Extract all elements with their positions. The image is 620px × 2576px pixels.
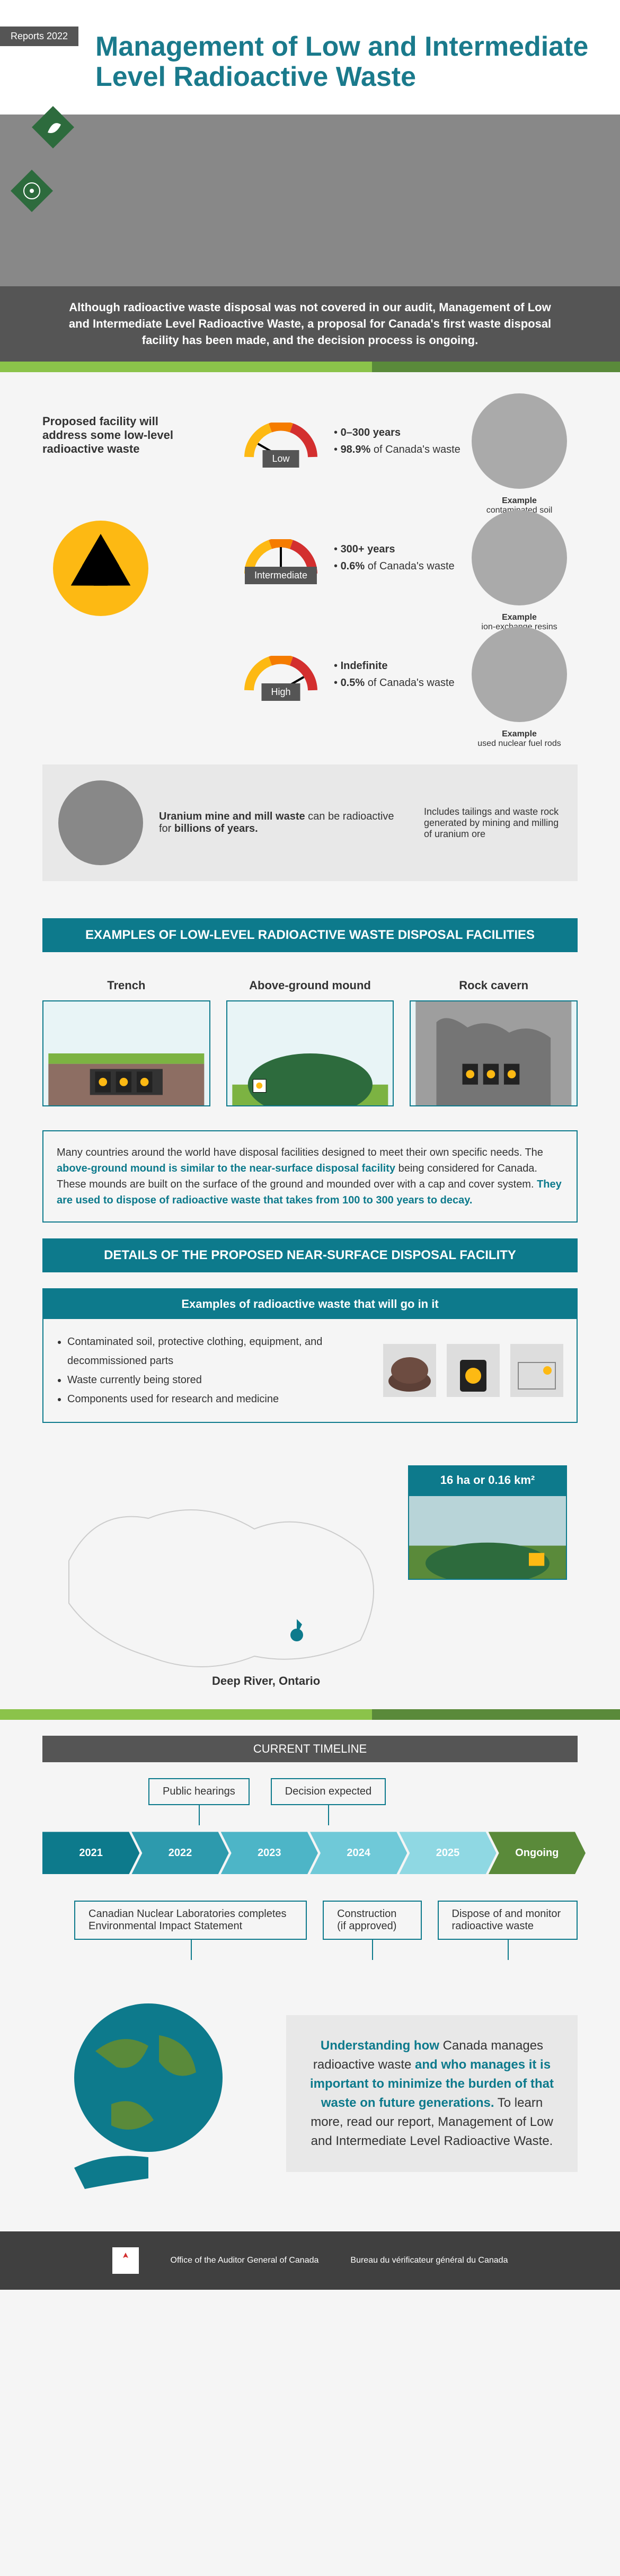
canada-logo — [112, 2247, 139, 2274]
footer: Office of the Auditor General of Canada … — [0, 2231, 620, 2290]
barrel-icon — [447, 1344, 500, 1397]
timeline-segment: 2022 — [131, 1832, 228, 1874]
facility-label: Trench — [42, 979, 210, 992]
timeline-segment: 2025 — [399, 1832, 496, 1874]
waste-item: Components used for research and medicin… — [67, 1390, 362, 1409]
level-label: Intermediate — [245, 567, 317, 584]
facility-description: Many countries around the world have dis… — [42, 1130, 578, 1223]
facility-illustration — [42, 1000, 210, 1106]
location-label: Deep River, Ontario — [212, 1674, 320, 1688]
facility: Above-ground mound — [226, 979, 394, 1109]
header: Reports 2022 Management of Low and Inter… — [0, 0, 620, 286]
example-image: Exampleion-exchange resins — [472, 510, 567, 605]
level-stats: • Indefinite • 0.5% of Canada's waste — [334, 657, 461, 691]
gauge: Low — [244, 423, 318, 460]
timeline-label: Canadian Nuclear Laboratories completes … — [74, 1901, 307, 1940]
proposed-text: Proposed facility will address some low-… — [42, 415, 180, 456]
level-stats: • 0–300 years • 98.9% of Canada's waste — [334, 424, 461, 458]
gauge: Intermediate — [244, 539, 318, 576]
earth-icon — [42, 1988, 254, 2200]
level-row: Intermediate • 300+ years • 0.6% of Cana… — [244, 510, 578, 605]
facility-label: Above-ground mound — [226, 979, 394, 992]
level-row: Low • 0–300 years • 98.9% of Canada's wa… — [244, 393, 578, 489]
divider-bar — [0, 1709, 620, 1720]
uranium-image — [58, 780, 143, 865]
container-icon — [510, 1344, 563, 1397]
conclusion: Understanding how Canada manages radioac… — [0, 1956, 620, 2231]
waste-box: Examples of radioactive waste that will … — [42, 1288, 578, 1423]
waste-list: Contaminated soil, protective clothing, … — [57, 1332, 362, 1409]
level-row: High • Indefinite • 0.5% of Canada's was… — [244, 627, 578, 722]
timeline-segment: 2023 — [221, 1832, 318, 1874]
gauge: High — [244, 656, 318, 693]
report-label: Reports 2022 — [0, 27, 78, 46]
timeline-label: Construction (if approved) — [323, 1901, 421, 1940]
level-label: High — [261, 683, 300, 701]
section2-header: DETAILS OF THE PROPOSED NEAR-SURFACE DIS… — [42, 1238, 578, 1272]
facility-illustration — [410, 1000, 578, 1106]
facility: Trench — [42, 979, 210, 1109]
radiation-symbol — [53, 521, 148, 616]
timeline-segment: 2021 — [42, 1832, 139, 1874]
intro-banner: Although radioactive waste disposal was … — [0, 286, 620, 362]
map-section: 16 ha or 0.16 km² Deep River, Ontario — [0, 1434, 620, 1709]
timeline-label: Decision expected — [271, 1778, 386, 1805]
timeline-segment: Ongoing — [489, 1832, 586, 1874]
facility: Rock cavern — [410, 979, 578, 1109]
level-label: Low — [262, 450, 299, 468]
map-callout: 16 ha or 0.16 km² — [408, 1465, 567, 1580]
timeline-label: Dispose of and monitor radioactive waste — [438, 1901, 578, 1940]
leaf-icon — [32, 106, 74, 148]
footer-org-en: Office of the Auditor General of Canada — [171, 2256, 319, 2265]
mound-illustration — [408, 1495, 567, 1580]
level-stats: • 300+ years • 0.6% of Canada's waste — [334, 541, 461, 575]
nuclear-icon — [11, 170, 53, 212]
page-title: Management of Low and Intermediate Level… — [95, 32, 588, 92]
waste-item: Contaminated soil, protective clothing, … — [67, 1332, 362, 1370]
conclusion-text: Understanding how Canada manages radioac… — [286, 2015, 578, 2172]
waste-box-header: Examples of radioactive waste that will … — [43, 1289, 577, 1319]
uranium-row: Uranium mine and mill waste can be radio… — [42, 764, 578, 881]
facilities-row: Trench Above-ground mound Rock cavern — [0, 968, 620, 1120]
facility-label: Rock cavern — [410, 979, 578, 992]
levels-section: Proposed facility will address some low-… — [0, 372, 620, 902]
uranium-side-text: Includes tailings and waste rock generat… — [424, 806, 562, 840]
uranium-text: Uranium mine and mill waste can be radio… — [159, 811, 408, 835]
canada-map — [42, 1455, 413, 1693]
section1-header: EXAMPLES OF LOW-LEVEL RADIOACTIVE WASTE … — [42, 918, 578, 952]
timeline-header: CURRENT TIMELINE — [42, 1736, 578, 1762]
waste-icons — [383, 1344, 563, 1397]
facility-illustration — [226, 1000, 394, 1106]
timeline-segment: 2024 — [310, 1832, 407, 1874]
soil-icon — [383, 1344, 436, 1397]
footer-org-fr: Bureau du vérificateur général du Canada — [350, 2256, 508, 2265]
timeline-section: CURRENT TIMELINE Public hearings Decision… — [42, 1736, 578, 1940]
example-image: Examplecontaminated soil — [472, 393, 567, 489]
timeline-bar: 20212022202320242025Ongoing — [42, 1832, 578, 1874]
example-image: Exampleused nuclear fuel rods — [472, 627, 567, 722]
waste-item: Waste currently being stored — [67, 1370, 362, 1390]
area-badge: 16 ha or 0.16 km² — [408, 1465, 567, 1495]
timeline-label: Public hearings — [148, 1778, 250, 1805]
divider-bar — [0, 362, 620, 372]
